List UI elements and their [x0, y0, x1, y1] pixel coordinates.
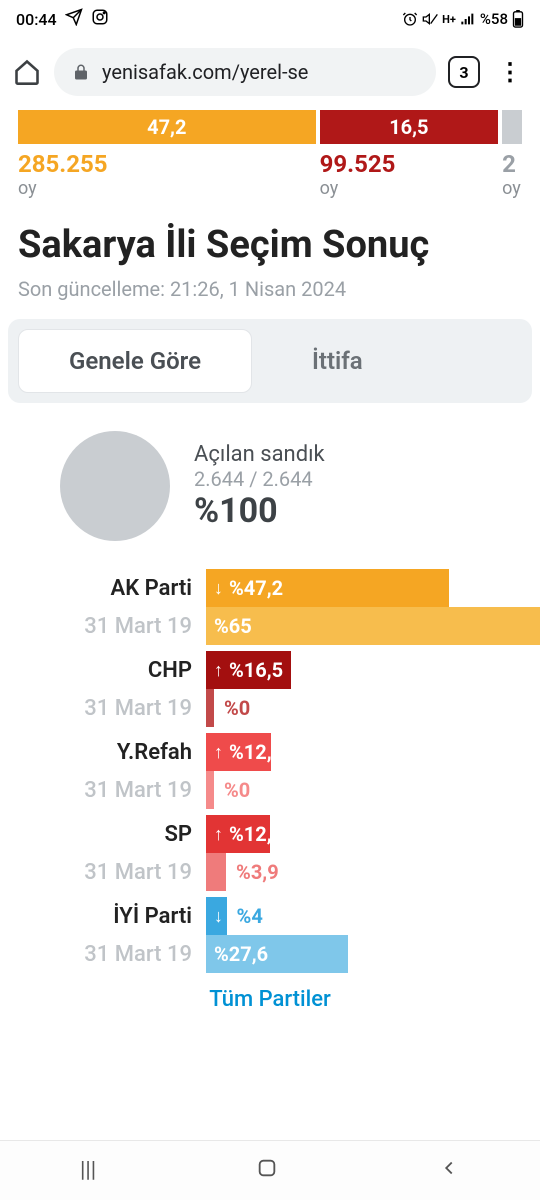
party-prev-date: 31 Mart 19	[0, 853, 206, 891]
summary-bars: 47,216,5	[18, 110, 522, 144]
party-group: SP↑%12,431 Mart 19 %3,9	[0, 815, 540, 891]
party-bar-now: ↑%16,5	[206, 651, 291, 689]
party-bar-prev: %65	[206, 607, 540, 645]
party-bar-prev	[206, 689, 214, 727]
vote-number: 285.255	[18, 150, 316, 178]
party-bar-prev	[206, 853, 226, 891]
party-bar-prev: %27,6	[206, 935, 348, 973]
tab-general[interactable]: Genele Göre	[18, 329, 252, 393]
opened-count: 2.644 / 2.644	[194, 467, 325, 491]
party-name: CHP	[0, 651, 206, 689]
all-parties-link[interactable]: Tüm Partiler	[0, 979, 540, 1012]
party-prev-date: 31 Mart 19	[0, 771, 206, 809]
menu-icon[interactable]: ⋮	[492, 58, 528, 86]
recents-button[interactable]: |||	[80, 1158, 96, 1183]
opened-pie-icon	[60, 431, 170, 541]
party-name: AK Parti	[0, 569, 206, 607]
browser-bar: yenisafak.com/yerel-se 3 ⋮	[0, 38, 540, 106]
home-icon[interactable]	[12, 57, 42, 87]
party-bar-now: ↓	[206, 897, 227, 935]
vote-cell: 2oy	[502, 150, 522, 199]
party-bar-now: ↑%12,4	[206, 815, 270, 853]
vote-number: 2	[502, 150, 522, 178]
battery-icon	[512, 10, 524, 28]
party-prev-date: 31 Mart 19	[0, 689, 206, 727]
party-prev-date: 31 Mart 19	[0, 607, 206, 645]
url-bar[interactable]: yenisafak.com/yerel-se	[54, 48, 436, 96]
back-button[interactable]	[438, 1157, 460, 1185]
lock-icon	[72, 63, 90, 81]
vote-label: oy	[18, 178, 316, 199]
url-text: yenisafak.com/yerel-se	[102, 60, 308, 84]
mute-icon	[422, 11, 438, 27]
party-value-prev: %0	[224, 778, 250, 802]
telegram-icon	[65, 8, 83, 30]
party-name: SP	[0, 815, 206, 853]
party-name: Y.Refah	[0, 733, 206, 771]
party-value-prev: %3,9	[236, 860, 279, 884]
party-value-prev: %0	[224, 696, 250, 720]
status-bar: 00:44 H+ %58	[0, 0, 540, 38]
party-chart: AK Parti↓%47,231 Mart 19%65CHP↑%16,531 M…	[0, 551, 540, 973]
tab-alliance[interactable]: İttifa	[262, 329, 413, 393]
party-bar-now: ↓%47,2	[206, 569, 449, 607]
opened-box-section: Açılan sandık 2.644 / 2.644 %100	[0, 403, 540, 551]
party-prev-date: 31 Mart 19	[0, 935, 206, 973]
tab-count[interactable]: 3	[448, 56, 480, 88]
signal-icon	[460, 11, 476, 27]
data-icon: H+	[442, 13, 456, 26]
vote-cell: 99.525oy	[320, 150, 499, 199]
opened-label: Açılan sandık	[194, 442, 325, 467]
home-button[interactable]	[256, 1157, 278, 1185]
vote-cell: 285.255oy	[18, 150, 316, 199]
vote-label: oy	[320, 178, 499, 199]
summary-votes: 285.255oy99.525oy2oy	[0, 144, 540, 199]
vote-number: 99.525	[320, 150, 499, 178]
party-bar-prev	[206, 771, 214, 809]
summary-bar-segment: 47,2	[18, 110, 316, 144]
vote-label: oy	[502, 178, 522, 199]
system-nav-bar: |||	[0, 1140, 540, 1200]
last-update: Son güncelleme: 21:26, 1 Nisan 2024	[0, 273, 540, 319]
alarm-icon	[402, 11, 418, 27]
party-group: Y.Refah↑%12,731 Mart 19 %0	[0, 733, 540, 809]
party-bar-now: ↑%12,7	[206, 733, 271, 771]
page-title: Sakarya İli Seçim Sonuç	[0, 199, 540, 273]
summary-bar-segment	[502, 110, 522, 144]
summary-bar-segment: 16,5	[320, 110, 499, 144]
party-group: CHP↑%16,531 Mart 19 %0	[0, 651, 540, 727]
party-name: İYİ Parti	[0, 897, 206, 935]
instagram-icon	[91, 8, 109, 30]
opened-percent: %100	[194, 491, 325, 531]
status-time: 00:44	[16, 10, 57, 29]
party-group: AK Parti↓%47,231 Mart 19%65	[0, 569, 540, 645]
party-group: İYİ Parti↓ %4 31 Mart 19%27,6	[0, 897, 540, 973]
view-tabs: Genele Göre İttifa	[8, 319, 532, 403]
battery-text: %58	[480, 10, 508, 28]
party-value-now: %4	[237, 904, 263, 928]
